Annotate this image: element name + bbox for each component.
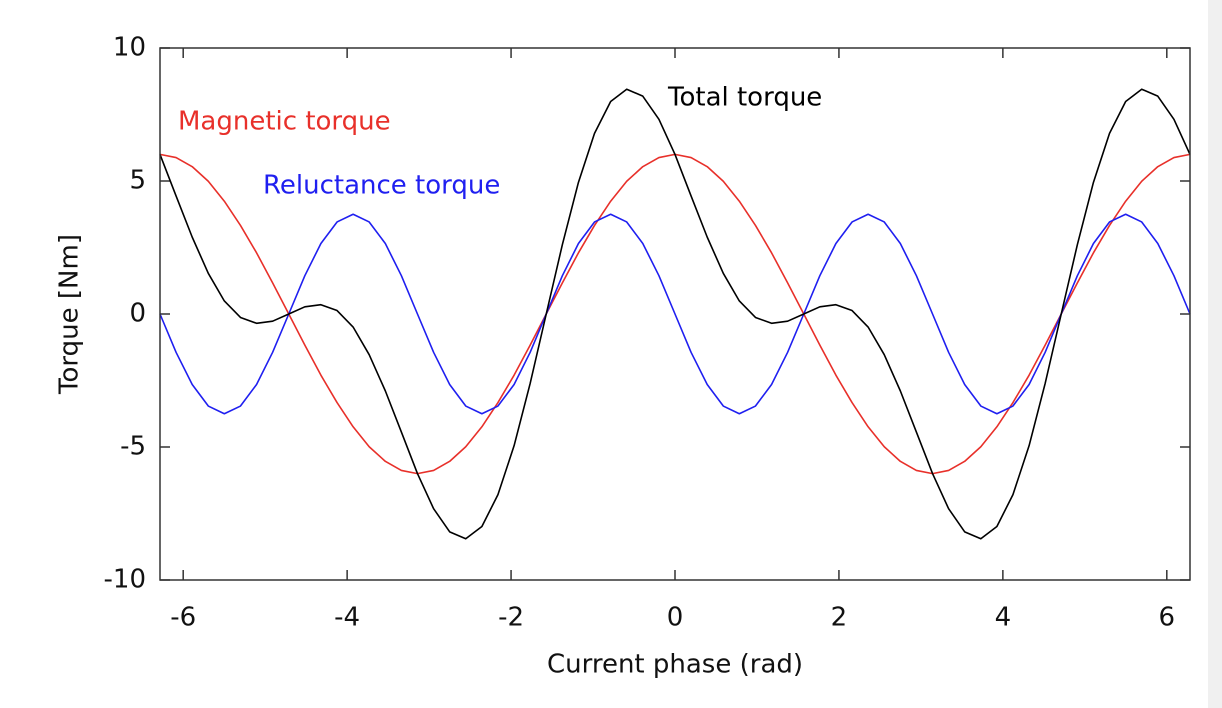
side-strip [1208,0,1222,708]
x-tick-label: -4 [334,603,360,633]
y-tick-label: 0 [129,299,146,329]
x-tick-label: 4 [995,603,1012,633]
series-label: Magnetic torque [178,107,391,137]
x-tick-label: 0 [667,603,684,633]
y-tick-label: 10 [113,33,146,63]
y-axis-label: Torque [Nm] [55,234,85,395]
x-tick-label: -6 [170,603,196,633]
y-tick-label: -10 [104,565,146,595]
series-line [159,88,1191,540]
x-tick-label: 2 [831,603,848,633]
series-label: Total torque [667,83,822,113]
x-tick-label: -2 [498,603,524,633]
y-tick-label: -5 [120,432,146,462]
x-axis-label: Current phase (rad) [547,650,803,680]
plot-frame [159,47,1191,581]
y-tick-label: 5 [129,166,146,196]
x-tick-label: 6 [1159,603,1176,633]
series-label: Reluctance torque [263,171,500,201]
series-line [159,213,1191,415]
